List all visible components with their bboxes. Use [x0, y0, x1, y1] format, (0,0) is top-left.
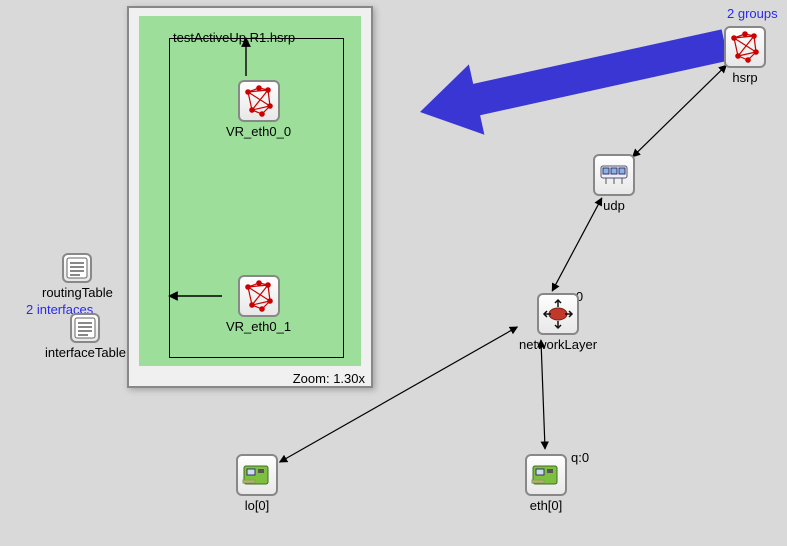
inset-window[interactable]: testActiveUp.R1.hsrp: [127, 6, 373, 388]
inset-title: testActiveUp.R1.hsrp: [173, 30, 295, 45]
router-icon: [537, 293, 579, 335]
lo0-node[interactable]: lo[0]: [236, 454, 278, 513]
networkLayer-label: networkLayer: [519, 337, 597, 352]
inset-inner-canvas: testActiveUp.R1.hsrp: [139, 16, 361, 366]
vr-eth0-0-node[interactable]: VR_eth0_0: [226, 80, 291, 139]
udp-icon: [593, 154, 635, 196]
networkLayer-node[interactable]: q:0 networkLayer: [519, 293, 597, 352]
udp-label: udp: [603, 198, 625, 213]
mesh-icon: [238, 80, 280, 122]
routingTable-node[interactable]: routingTable: [42, 253, 113, 300]
hsrp-label: hsrp: [732, 70, 757, 85]
mesh-icon: [724, 26, 766, 68]
eth0-q-label: q:0: [571, 450, 589, 465]
inset-zoom-label: Zoom: 1.30x: [291, 371, 367, 386]
eth0-label: eth[0]: [530, 498, 563, 513]
nic-icon: [236, 454, 278, 496]
lines-icon: [62, 253, 92, 283]
lo0-label: lo[0]: [245, 498, 270, 513]
hsrp-node[interactable]: hsrp: [724, 26, 766, 85]
callout-arrow: [420, 29, 728, 134]
hsrp-groups-label: 2 groups: [727, 6, 778, 21]
interfaceTable-node[interactable]: interfaceTable: [45, 313, 126, 360]
vr-eth0-1-node[interactable]: VR_eth0_1: [226, 275, 291, 334]
eth0-node[interactable]: q:0 eth[0]: [525, 454, 567, 513]
udp-node[interactable]: udp: [593, 154, 635, 213]
routingTable-label: routingTable: [42, 285, 113, 300]
interfaceTable-label: interfaceTable: [45, 345, 126, 360]
nic-icon: [525, 454, 567, 496]
vr-eth0-0-label: VR_eth0_0: [226, 124, 291, 139]
vr-eth0-1-label: VR_eth0_1: [226, 319, 291, 334]
lines-icon: [70, 313, 100, 343]
mesh-icon: [238, 275, 280, 317]
